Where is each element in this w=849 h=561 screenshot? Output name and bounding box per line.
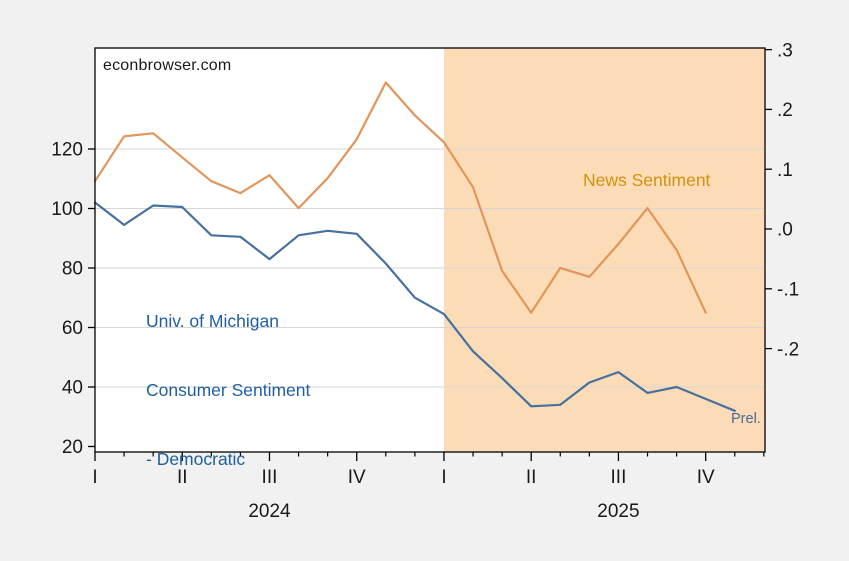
- right-axis-tick-label: .1: [777, 160, 793, 181]
- right-axis-tick-label: .2: [777, 100, 793, 121]
- quarter-tick-label: IV: [348, 467, 366, 488]
- quarter-tick-label: II: [526, 467, 537, 488]
- right-axis-tick-label: .0: [777, 220, 793, 241]
- right-axis-tick-label: -.1: [777, 279, 799, 300]
- year-label: 2025: [597, 501, 639, 522]
- right-axis-tick-label: .3: [777, 40, 793, 61]
- preliminary-annotation: Prel.: [731, 411, 761, 427]
- umich-series-label: Univ. of Michigan Consumer Sentiment - D…: [146, 264, 310, 517]
- left-axis-tick-label: 80: [62, 259, 83, 280]
- umich-series-label-line1: Univ. of Michigan: [146, 311, 279, 331]
- quarter-tick-label: I: [441, 467, 446, 488]
- umich-sentiment-line: [93, 201, 736, 412]
- quarter-tick-label: III: [611, 467, 627, 488]
- watermark-econbrowser: econbrowser.com: [103, 57, 232, 74]
- umich-series-label-line3: - Democratic: [146, 449, 246, 469]
- plot-border: [94, 47, 766, 453]
- news-sentiment-series-label: News Sentiment: [583, 170, 711, 190]
- quarter-tick-label: IV: [697, 467, 715, 488]
- right-axis-tick-label: -.2: [777, 339, 799, 360]
- year-label: 2024: [248, 501, 291, 522]
- left-axis-tick-label: 120: [51, 140, 83, 161]
- left-axis-tick-label: 40: [62, 378, 83, 399]
- quarter-tick-label: III: [262, 467, 278, 488]
- umich-series-label-line2: Consumer Sentiment: [146, 380, 311, 400]
- news-sentiment-line: [93, 81, 707, 314]
- left-axis-tick-label: 20: [62, 437, 83, 458]
- quarter-tick-label: II: [177, 467, 188, 488]
- left-axis-tick-label: 100: [51, 199, 83, 220]
- left-axis-tick-label: 60: [62, 318, 83, 339]
- quarter-tick-label: I: [92, 467, 97, 488]
- shaded-region-2025: [443, 48, 765, 452]
